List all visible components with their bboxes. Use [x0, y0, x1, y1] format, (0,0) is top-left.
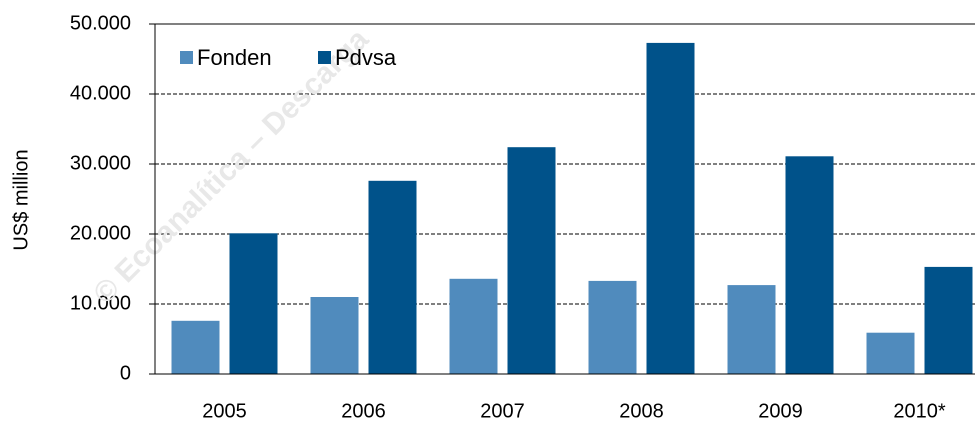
legend-swatch [318, 51, 331, 64]
legend-swatch [180, 51, 193, 64]
y-tick-label: 10.000 [70, 292, 131, 314]
y-tick-label: 20.000 [70, 222, 131, 244]
legend-label: Pdvsa [335, 45, 397, 70]
bar [924, 266, 973, 374]
y-tick-label: 0 [120, 362, 131, 384]
bar [588, 280, 637, 374]
y-tick-label: 50.000 [70, 12, 131, 34]
x-tick-label: 2009 [758, 400, 803, 422]
bar [785, 156, 834, 374]
x-tick-label: 2006 [341, 400, 386, 422]
bar [368, 180, 417, 374]
x-tick-label: 2008 [619, 400, 664, 422]
y-axis-label: US$ million [10, 149, 32, 250]
x-tick-label: 2010* [893, 400, 945, 422]
x-tick-label: 2005 [202, 400, 247, 422]
y-tick-label: 40.000 [70, 82, 131, 104]
y-tick-label: 30.000 [70, 152, 131, 174]
bar [866, 332, 915, 374]
bar [229, 233, 278, 374]
bar [727, 285, 776, 374]
bar [310, 297, 359, 374]
bar [449, 278, 498, 374]
bar [507, 147, 556, 374]
legend-label: Fonden [197, 45, 272, 70]
bar [171, 320, 220, 374]
x-tick-label: 2007 [480, 400, 525, 422]
bar [646, 42, 695, 375]
